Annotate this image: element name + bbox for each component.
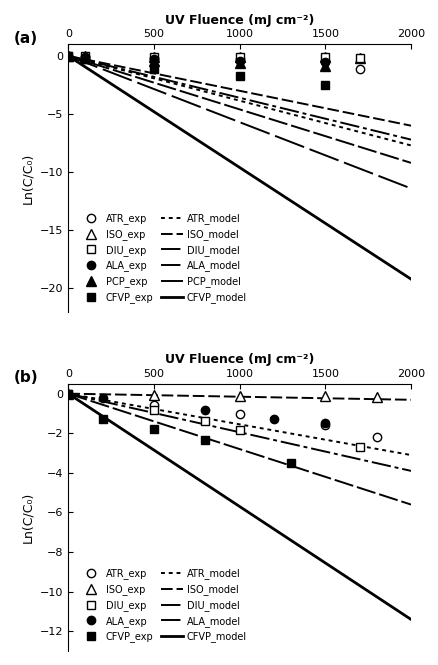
Legend: ATR_exp, ISO_exp, DIU_exp, ALA_exp, CFVP_exp, ATR_model, ISO_model, DIU_model, A: ATR_exp, ISO_exp, DIU_exp, ALA_exp, CFVP…: [77, 565, 250, 646]
Y-axis label: Ln(C/C₀): Ln(C/C₀): [21, 492, 34, 543]
Text: (a): (a): [14, 31, 38, 46]
Legend: ATR_exp, ISO_exp, DIU_exp, ALA_exp, PCP_exp, CFVP_exp, ATR_model, ISO_model, DIU: ATR_exp, ISO_exp, DIU_exp, ALA_exp, PCP_…: [77, 209, 250, 307]
Y-axis label: Ln(C/C₀): Ln(C/C₀): [21, 152, 34, 203]
Text: (b): (b): [14, 370, 38, 386]
X-axis label: UV Fluence (mJ cm⁻²): UV Fluence (mJ cm⁻²): [165, 353, 314, 366]
X-axis label: UV Fluence (mJ cm⁻²): UV Fluence (mJ cm⁻²): [165, 14, 314, 27]
